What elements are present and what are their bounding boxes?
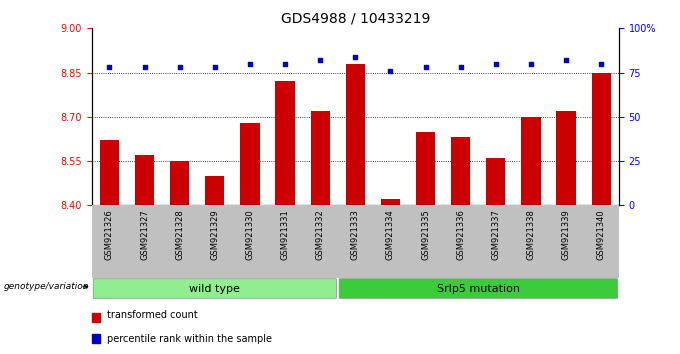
Text: GSM921328: GSM921328 [175, 209, 184, 260]
Point [174, 64, 185, 70]
Text: GSM921329: GSM921329 [210, 209, 219, 259]
Point [420, 64, 431, 70]
Text: GSM921334: GSM921334 [386, 209, 395, 260]
Point [490, 61, 501, 67]
Point [315, 57, 326, 63]
Text: GSM921335: GSM921335 [421, 209, 430, 260]
Bar [486, 158, 505, 205]
Bar [522, 117, 541, 205]
Text: GSM921340: GSM921340 [597, 209, 606, 259]
Point [104, 64, 115, 70]
Text: transformed count: transformed count [107, 310, 197, 320]
Bar [451, 137, 471, 205]
Point [245, 61, 256, 67]
Point [560, 57, 571, 63]
Text: Srlp5 mutation: Srlp5 mutation [437, 284, 520, 293]
Bar [311, 111, 330, 205]
Point [596, 61, 607, 67]
Bar [381, 199, 400, 205]
FancyBboxPatch shape [339, 279, 617, 298]
Bar [416, 132, 435, 205]
Text: genotype/variation: genotype/variation [3, 282, 89, 291]
Bar [170, 161, 189, 205]
Text: GSM921330: GSM921330 [245, 209, 254, 260]
Text: GSM921337: GSM921337 [492, 209, 500, 260]
Title: GDS4988 / 10433219: GDS4988 / 10433219 [281, 12, 430, 26]
Text: GSM921336: GSM921336 [456, 209, 465, 260]
Text: GSM921338: GSM921338 [526, 209, 535, 260]
Text: wild type: wild type [189, 284, 240, 293]
Text: GSM921339: GSM921339 [562, 209, 571, 260]
Bar [556, 111, 576, 205]
Bar [345, 64, 365, 205]
Text: percentile rank within the sample: percentile rank within the sample [107, 335, 272, 344]
Point [209, 64, 220, 70]
Point [139, 64, 150, 70]
Point [350, 54, 360, 59]
FancyBboxPatch shape [93, 279, 337, 298]
Bar [205, 176, 224, 205]
Bar [135, 155, 154, 205]
Text: GSM921332: GSM921332 [316, 209, 324, 260]
Point [456, 64, 466, 70]
Point [526, 61, 537, 67]
Bar [592, 73, 611, 205]
Text: GSM921331: GSM921331 [281, 209, 290, 260]
Text: GSM921333: GSM921333 [351, 209, 360, 260]
Bar [240, 123, 260, 205]
Bar [275, 81, 294, 205]
Text: GSM921327: GSM921327 [140, 209, 149, 260]
Text: GSM921326: GSM921326 [105, 209, 114, 260]
Point [279, 61, 290, 67]
Bar [100, 141, 119, 205]
Point [385, 68, 396, 74]
